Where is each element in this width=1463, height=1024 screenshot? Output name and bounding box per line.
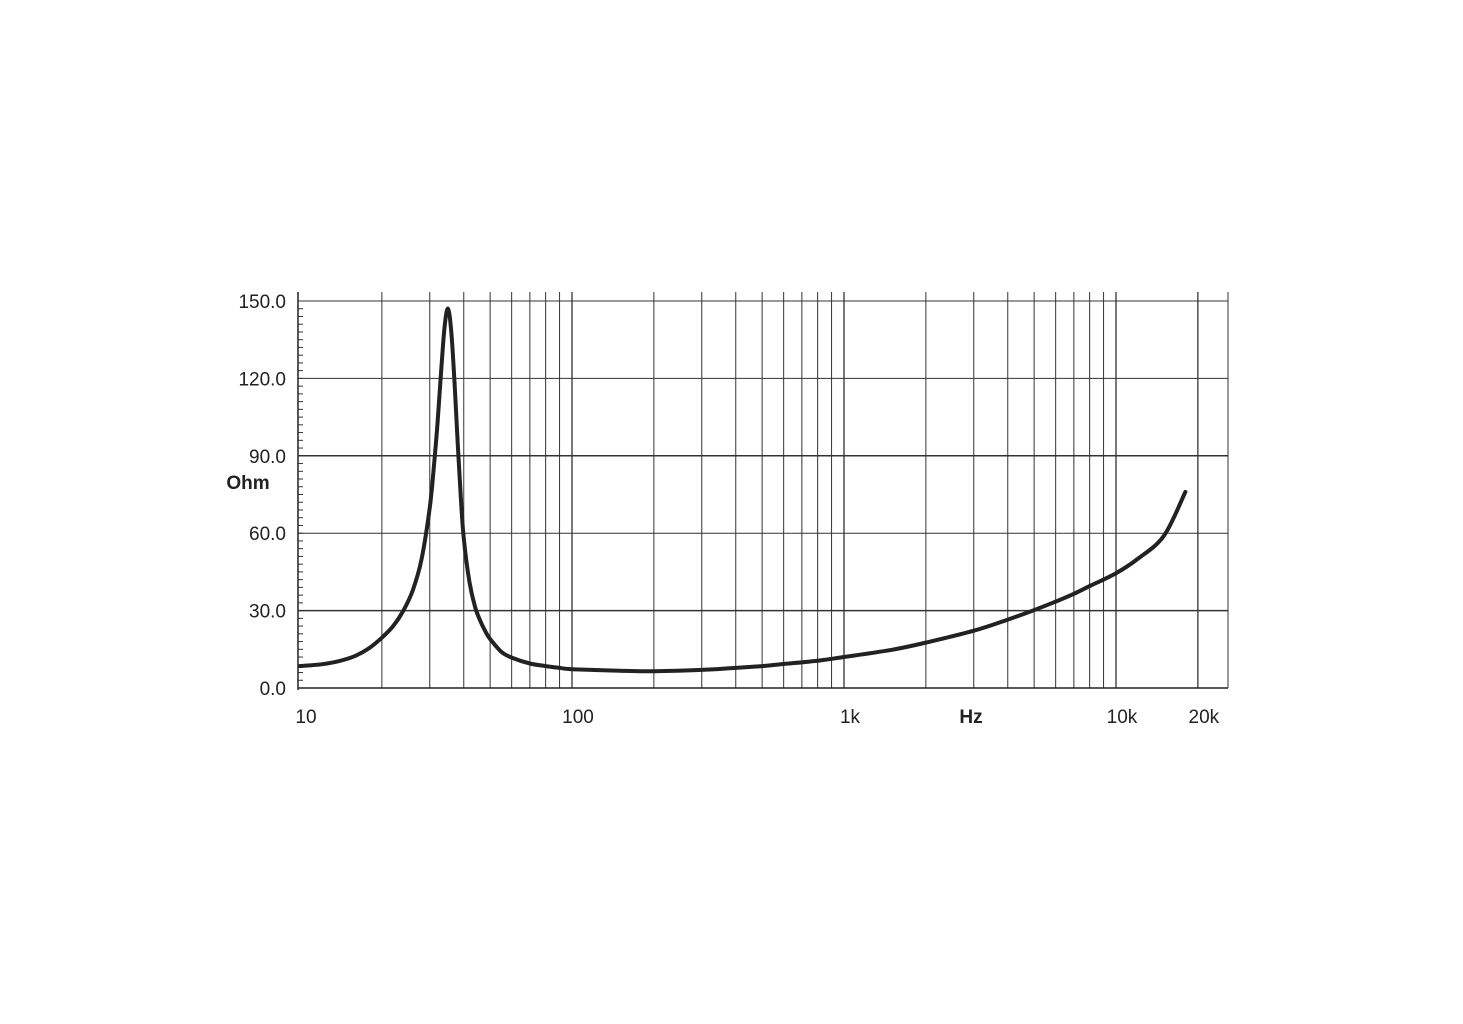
series-layer	[298, 306, 1188, 674]
x-axis-label: Hz	[959, 707, 982, 728]
y-tick-label: 90.0	[249, 447, 286, 468]
y-tick-label: 60.0	[249, 524, 286, 545]
y-tick-label: 30.0	[249, 602, 286, 623]
x-tick-label: 100	[562, 707, 594, 728]
y-tick-labels: 0.0 30.0 60.0 90.0 120.0 150.0	[238, 292, 286, 700]
y-gridlines	[298, 300, 1228, 612]
x-tick-label: 1k	[840, 707, 861, 728]
x-gridlines	[381, 292, 1229, 688]
y-tick-label: 150.0	[238, 292, 286, 313]
x-tick-label: 10k	[1107, 707, 1138, 728]
y-tick-label: 120.0	[238, 369, 286, 390]
x-tick-labels: 10 100 1k 10k 20k	[295, 707, 1219, 728]
x-tick-label: 20k	[1189, 707, 1220, 728]
impedance-curve	[298, 306, 1188, 674]
x-tick-label: 10	[295, 707, 316, 728]
y-axis-label: Ohm	[226, 473, 269, 494]
y-tick-label: 0.0	[260, 679, 286, 700]
